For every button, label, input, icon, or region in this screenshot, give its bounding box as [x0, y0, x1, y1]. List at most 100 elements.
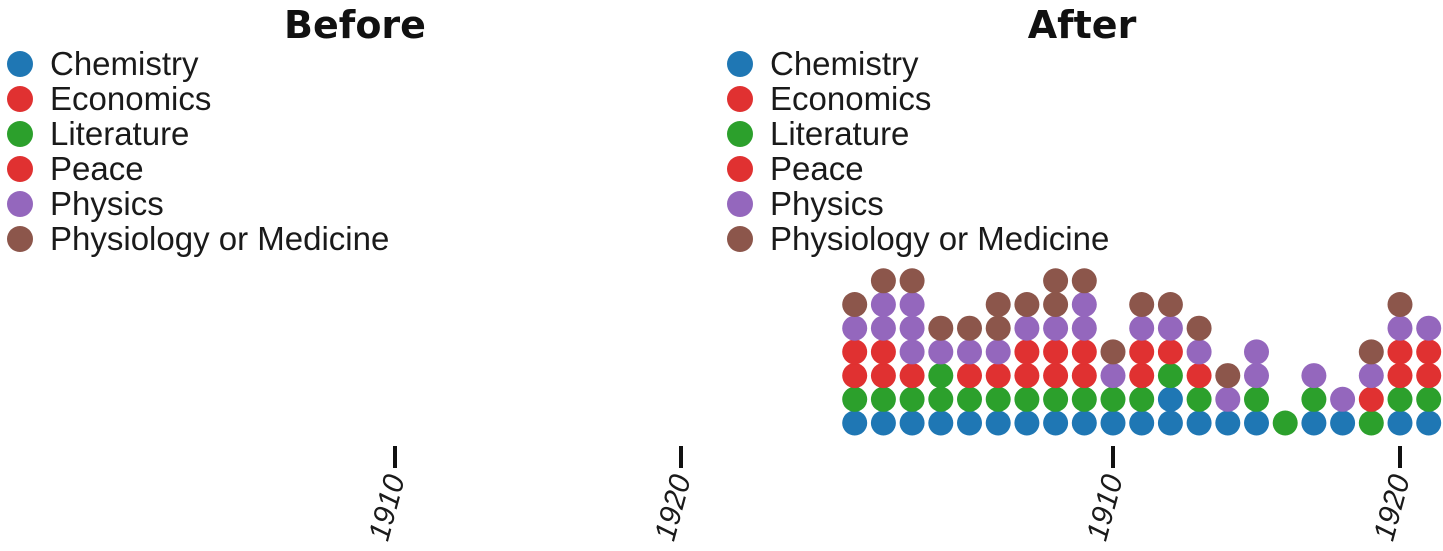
- dot-1901-peace-3: [842, 339, 868, 365]
- dot-1909-peace-2: [1071, 363, 1097, 389]
- dot-1907-literature-1: [1014, 386, 1040, 412]
- legend-marker-chemistry: [727, 51, 753, 77]
- dot-1903-chemistry-0: [899, 410, 925, 436]
- dot-1903-literature-1: [899, 386, 925, 412]
- dot-1903-physics-4: [899, 315, 925, 341]
- dot-1908-peace-3: [1043, 339, 1069, 365]
- dot-1915-literature-1: [1244, 386, 1269, 412]
- dot-1901-literature-1: [842, 386, 868, 412]
- dot-1910-chemistry-0: [1100, 410, 1126, 436]
- x-tick-label-1910: 1910: [363, 471, 412, 544]
- x-tick-label-1920: 1920: [1368, 471, 1417, 544]
- dot-1908-physiology-or-medicine-5: [1043, 292, 1069, 317]
- legend-marker-physiology-or-medicine: [727, 226, 753, 252]
- dot-1911-physics-4: [1129, 315, 1155, 341]
- dot-1910-physics-2: [1100, 363, 1126, 389]
- dot-1917-chemistry-0: [1301, 410, 1327, 436]
- dot-1910-literature-1: [1100, 386, 1126, 412]
- dot-1905-physics-3: [957, 339, 982, 365]
- dot-1920-chemistry-0: [1387, 410, 1413, 436]
- dot-1904-literature-1: [928, 386, 954, 412]
- dot-1918-physics-1: [1330, 386, 1356, 412]
- dot-1913-chemistry-0: [1186, 410, 1212, 436]
- legend-label-literature: Literature: [50, 115, 189, 152]
- dot-1911-physiology-or-medicine-5: [1129, 292, 1155, 317]
- dot-1902-physiology-or-medicine-6: [870, 268, 896, 294]
- dot-1918-chemistry-0: [1330, 410, 1356, 436]
- legend-label-physics: Physics: [770, 185, 884, 222]
- dot-1912-chemistry-0: [1157, 410, 1183, 436]
- x-tick-label-1910: 1910: [1081, 471, 1130, 544]
- legend-marker-chemistry: [7, 51, 33, 77]
- dot-1919-physics-2: [1358, 363, 1384, 389]
- legend-label-literature: Literature: [770, 115, 909, 152]
- legend-label-economics: Economics: [770, 80, 931, 117]
- legend-label-physics: Physics: [50, 185, 164, 222]
- legend-label-chemistry: Chemistry: [770, 45, 919, 82]
- dot-1907-physics-4: [1014, 315, 1040, 341]
- legend-label-economics: Economics: [50, 80, 211, 117]
- dot-1913-peace-2: [1186, 363, 1212, 389]
- dot-1901-physiology-or-medicine-5: [842, 292, 868, 317]
- dot-1911-peace-2: [1129, 363, 1155, 389]
- legend-marker-peace: [7, 156, 33, 182]
- dot-1912-physiology-or-medicine-5: [1157, 292, 1183, 317]
- dot-1902-peace-3: [870, 339, 896, 365]
- dot-1912-physics-4: [1157, 315, 1183, 341]
- dot-1917-literature-1: [1301, 386, 1327, 412]
- dot-1904-physics-3: [928, 339, 954, 365]
- dot-1904-chemistry-0: [928, 410, 954, 436]
- x-tick-label-1920: 1920: [649, 471, 698, 544]
- dot-1902-physics-4: [870, 315, 896, 341]
- dot-1912-chemistry-1: [1157, 386, 1183, 412]
- dot-1909-physiology-or-medicine-6: [1071, 268, 1097, 294]
- dot-1909-physics-5: [1071, 292, 1097, 317]
- legend-marker-economics: [727, 86, 753, 112]
- dot-1905-physiology-or-medicine-4: [957, 315, 982, 341]
- dot-1903-peace-2: [899, 363, 925, 389]
- dot-1915-physics-2: [1244, 363, 1269, 389]
- legend-marker-literature: [727, 121, 753, 147]
- dot-1901-peace-2: [842, 363, 868, 389]
- legend-marker-physiology-or-medicine: [7, 226, 33, 252]
- dot-1914-physiology-or-medicine-2: [1215, 363, 1241, 389]
- dot-1920-physiology-or-medicine-5: [1387, 292, 1413, 317]
- dot-1902-chemistry-0: [870, 410, 896, 436]
- dot-1920-peace-3: [1387, 339, 1413, 365]
- dot-1915-chemistry-0: [1244, 410, 1269, 436]
- dot-1905-chemistry-0: [957, 410, 982, 436]
- dot-1907-chemistry-0: [1014, 410, 1040, 436]
- dot-1906-chemistry-0: [985, 410, 1011, 436]
- dot-1919-physiology-or-medicine-3: [1358, 339, 1384, 365]
- dot-1901-physics-4: [842, 315, 868, 341]
- dot-1916-literature-0: [1272, 410, 1298, 436]
- dot-1906-literature-1: [985, 386, 1011, 412]
- dot-1921-peace-3: [1416, 339, 1442, 365]
- dot-1920-literature-1: [1387, 386, 1413, 412]
- dot-1914-chemistry-0: [1215, 410, 1241, 436]
- dot-1920-physics-4: [1387, 315, 1413, 341]
- dot-1907-physiology-or-medicine-5: [1014, 292, 1040, 317]
- dot-1909-chemistry-0: [1071, 410, 1097, 436]
- dot-1903-physics-5: [899, 292, 925, 317]
- legend-label-physiology-or-medicine: Physiology or Medicine: [770, 220, 1109, 257]
- dot-1905-literature-1: [957, 386, 982, 412]
- dot-1921-peace-2: [1416, 363, 1442, 389]
- panel-title: After: [1028, 3, 1137, 47]
- dot-1919-peace-1: [1358, 386, 1384, 412]
- panel-before: BeforeChemistryEconomicsLiteraturePeaceP…: [7, 3, 698, 544]
- dot-1910-physiology-or-medicine-3: [1100, 339, 1126, 365]
- dot-1913-literature-1: [1186, 386, 1212, 412]
- dot-1913-physics-3: [1186, 339, 1212, 365]
- dot-1901-chemistry-0: [842, 410, 868, 436]
- dot-1906-physiology-or-medicine-5: [985, 292, 1011, 317]
- dot-1908-peace-2: [1043, 363, 1069, 389]
- dot-1909-peace-3: [1071, 339, 1097, 365]
- dot-1911-literature-1: [1129, 386, 1155, 412]
- dot-1912-peace-3: [1157, 339, 1183, 365]
- dot-1907-peace-3: [1014, 339, 1040, 365]
- legend-label-peace: Peace: [770, 150, 864, 187]
- dot-1915-physics-3: [1244, 339, 1269, 365]
- dot-1904-physiology-or-medicine-4: [928, 315, 954, 341]
